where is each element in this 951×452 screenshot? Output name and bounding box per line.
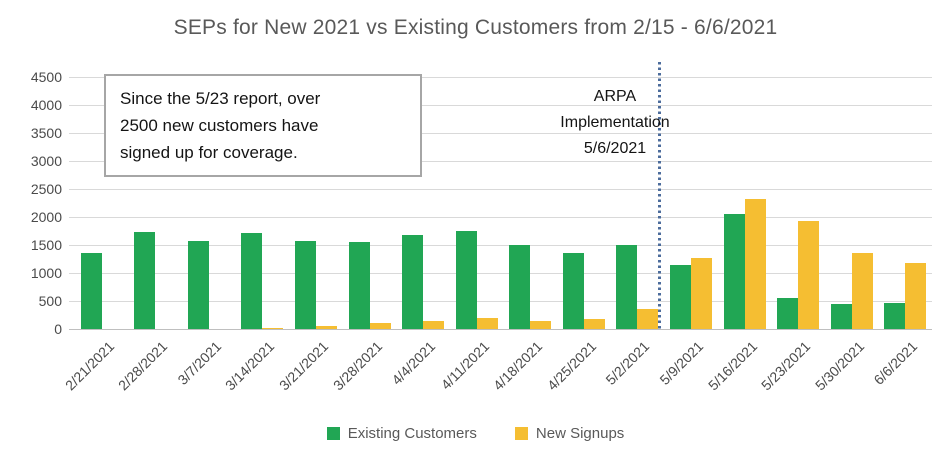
y-tick-label-4500: 4500 [30, 69, 62, 85]
bar-existing-4/4/2021 [402, 235, 424, 329]
bar-existing-5/16/2021 [723, 214, 745, 329]
bar-existing-3/28/2021 [348, 242, 370, 329]
bar-existing-5/2/2021 [616, 245, 638, 329]
gridline-1500 [69, 245, 932, 246]
legend-item-existing: Existing Customers [326, 425, 477, 442]
gridline-3000 [69, 161, 932, 162]
y-tick-label-2000: 2000 [30, 209, 62, 225]
event-marker-label: ARPA Implementation 5/6/2021 [528, 84, 702, 162]
zero-axis-tick [69, 329, 75, 330]
chart-title: SEPs for New 2021 vs Existing Customers … [173, 16, 778, 39]
y-tick-label-1000: 1000 [30, 265, 62, 281]
event-divider-dotted-line [658, 62, 661, 330]
bar-new-signups-4/11/2021 [476, 318, 498, 329]
y-tick-label-3500: 3500 [30, 125, 62, 141]
legend-label-existing: Existing Customers [347, 425, 477, 442]
y-tick-label-0: 0 [54, 321, 62, 337]
bar-new-signups-6/6/2021 [905, 263, 927, 329]
event-marker-line1: ARPA [593, 88, 637, 105]
bar-existing-5/30/2021 [830, 304, 852, 329]
bar-existing-3/21/2021 [295, 241, 317, 329]
gridline-1000 [69, 273, 932, 274]
bar-new-signups-4/4/2021 [423, 321, 445, 329]
y-tick-label-4000: 4000 [30, 97, 62, 113]
gridline-4000 [69, 105, 932, 106]
y-tick-label-2500: 2500 [30, 181, 62, 197]
bar-new-signups-5/2/2021 [637, 309, 659, 329]
legend-label-new-signups: New Signups [535, 425, 625, 442]
bar-new-signups-5/9/2021 [690, 258, 712, 329]
bar-existing-5/23/2021 [777, 298, 799, 329]
bar-new-signups-5/23/2021 [798, 221, 820, 329]
event-marker-line3: 5/6/2021 [583, 140, 647, 157]
legend: Existing Customers New Signups [0, 425, 951, 442]
bar-new-signups-4/25/2021 [583, 319, 605, 329]
legend-swatch-existing [326, 427, 340, 440]
bar-existing-4/25/2021 [562, 253, 584, 329]
bar-new-signups-3/14/2021 [262, 328, 284, 329]
bar-existing-3/14/2021 [241, 233, 263, 329]
y-tick-label-1500: 1500 [30, 237, 62, 253]
bar-new-signups-3/28/2021 [369, 323, 391, 329]
bar-existing-6/6/2021 [884, 303, 906, 329]
annotation-textbox: Since the 5/23 report, over 2500 new cus… [104, 74, 422, 177]
bar-new-signups-3/21/2021 [316, 326, 338, 329]
bar-existing-5/9/2021 [669, 265, 691, 329]
event-marker-line2: Implementation [560, 114, 670, 131]
gridline-2000 [69, 217, 932, 218]
bar-existing-2/28/2021 [134, 232, 156, 329]
y-tick-label-500: 500 [38, 293, 62, 309]
legend-swatch-new-signups [514, 427, 528, 440]
bar-new-signups-5/16/2021 [744, 199, 766, 329]
bar-existing-3/7/2021 [187, 241, 209, 329]
y-tick-label-3000: 3000 [30, 153, 62, 169]
bar-existing-4/18/2021 [509, 245, 531, 329]
bar-existing-4/11/2021 [455, 231, 477, 329]
legend-item-new-signups: New Signups [514, 425, 625, 442]
bar-existing-2/21/2021 [80, 253, 102, 329]
gridline-3500 [69, 133, 932, 134]
bar-new-signups-5/30/2021 [851, 253, 873, 329]
gridline-4500 [69, 77, 932, 78]
bar-new-signups-4/18/2021 [530, 321, 552, 329]
gridline-2500 [69, 189, 932, 190]
plot-area [69, 77, 932, 330]
gridline-500 [69, 301, 932, 302]
